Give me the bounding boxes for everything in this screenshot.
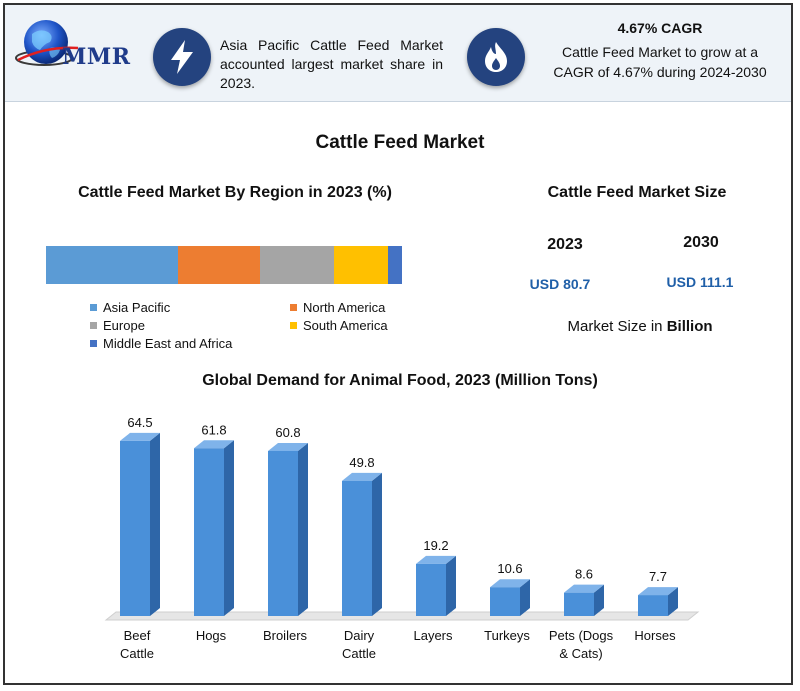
demand-bar-chart: 64.5 Beef Cattle 61.8 Hogs 60.8 Broilers 49.8 Da…	[104, 415, 700, 661]
bar-side	[446, 555, 456, 616]
bar-top	[638, 587, 678, 596]
lightning-icon	[153, 28, 211, 86]
market-size-unit-note: Market Size in Billion	[540, 318, 740, 335]
unit-prefix: Market Size in	[567, 318, 667, 335]
category-label: Broilers	[263, 628, 308, 643]
mmr-logo	[15, 20, 79, 66]
flame-icon	[467, 28, 525, 86]
bar-side	[520, 579, 530, 616]
bar	[638, 595, 668, 616]
legend-label: North America	[303, 300, 386, 315]
legend-item: North America	[290, 300, 385, 315]
bar-top	[490, 579, 530, 588]
bar	[564, 592, 594, 616]
region-segment-north-america	[177, 246, 260, 284]
value-2030: USD 111.1	[666, 274, 734, 290]
bar	[120, 440, 150, 616]
category-label: Hogs	[196, 628, 227, 643]
bar-side	[224, 440, 234, 616]
legend-label: Asia Pacific	[103, 300, 171, 315]
data-label: 19.2	[423, 538, 448, 553]
region-share-note: Asia Pacific Cattle Feed Market accounte…	[220, 37, 443, 91]
region-segment-europe	[259, 246, 335, 284]
data-label: 7.7	[649, 569, 667, 584]
bar-side	[150, 432, 160, 616]
data-label: 61.8	[201, 422, 226, 437]
page-title: Cattle Feed Market	[315, 132, 485, 153]
category-label: Cattle	[120, 646, 154, 661]
region-segment-middle-east-and-africa	[387, 246, 402, 284]
header-band	[5, 5, 791, 102]
legend-label: Europe	[103, 318, 145, 333]
data-label: 8.6	[575, 567, 593, 582]
data-label: 10.6	[497, 561, 522, 576]
region-stacked-bar	[46, 246, 402, 284]
bar-side	[668, 587, 678, 616]
category-label: & Cats)	[559, 646, 602, 661]
legend-item: South America	[290, 318, 388, 333]
demand-chart-title: Global Demand for Animal Food, 2023 (Mil…	[202, 372, 598, 389]
region-segment-asia-pacific	[46, 246, 178, 284]
logo-text: MMR	[62, 44, 131, 70]
category-label: Cattle	[342, 646, 376, 661]
bar-top	[342, 472, 382, 481]
bar	[416, 563, 446, 616]
bar-top	[564, 584, 604, 593]
category-label: Layers	[413, 628, 453, 643]
cagr-note: Cattle Feed Market to grow at a CAGR of …	[553, 44, 767, 80]
category-label: Horses	[634, 628, 676, 643]
category-label: Beef	[124, 628, 151, 643]
legend-label: Middle East and Africa	[103, 336, 233, 351]
legend-label: South America	[303, 318, 388, 333]
category-label: Turkeys	[484, 628, 530, 643]
legend-swatch	[90, 322, 97, 329]
value-2023: USD 80.7	[529, 276, 591, 292]
unit-bold: Billion	[666, 318, 713, 335]
bar	[490, 587, 520, 616]
legend-item: Europe	[90, 318, 145, 333]
region-segment-south-america	[334, 246, 388, 284]
bar-side	[594, 584, 604, 616]
data-label: 60.8	[275, 425, 300, 440]
bar-top	[416, 555, 456, 564]
bar	[194, 448, 224, 616]
bar-top	[120, 432, 160, 441]
data-label: 49.8	[349, 455, 374, 470]
bar	[342, 480, 372, 616]
bar-side	[298, 442, 308, 616]
bar-side	[372, 472, 382, 616]
legend-swatch	[290, 304, 297, 311]
year-2023: 2023	[547, 236, 583, 253]
region-legend: Asia Pacific North America Europe South Ame…	[90, 300, 420, 356]
legend-swatch	[290, 322, 297, 329]
legend-swatch	[90, 340, 97, 347]
bar	[268, 450, 298, 616]
market-size-title: Cattle Feed Market Size	[547, 184, 727, 201]
bar-top	[268, 442, 308, 451]
legend-item: Middle East and Africa	[90, 336, 232, 351]
category-label: Pets (Dogs	[549, 628, 614, 643]
cagr-title: 4.67% CAGR	[617, 20, 703, 36]
region-chart-title: Cattle Feed Market By Region in 2023 (%)	[78, 184, 392, 201]
chart-floor	[104, 611, 700, 621]
legend-item: Asia Pacific	[90, 300, 170, 315]
category-label: Dairy	[344, 628, 375, 643]
bar-top	[194, 440, 234, 449]
year-2030: 2030	[683, 234, 719, 251]
data-label: 64.5	[127, 415, 152, 430]
legend-swatch	[90, 304, 97, 311]
